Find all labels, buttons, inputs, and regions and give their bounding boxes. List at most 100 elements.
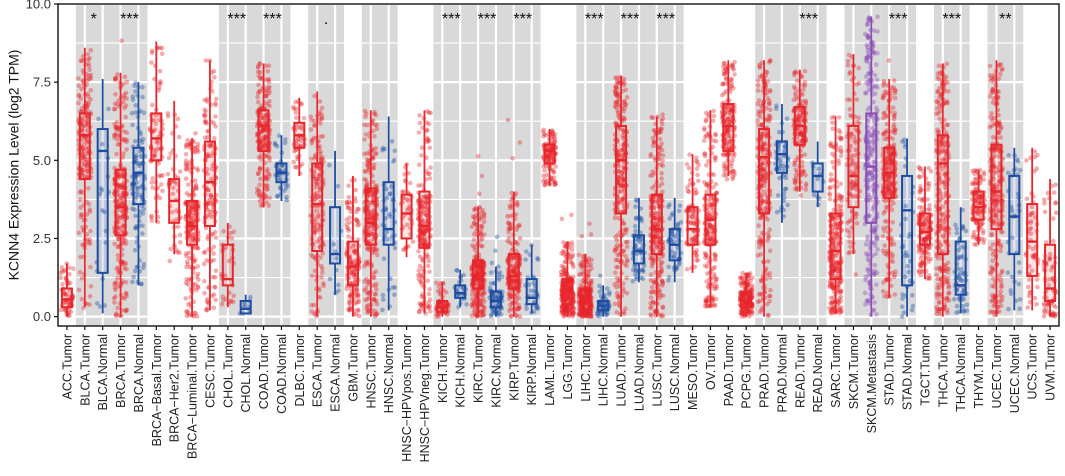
sample-point	[76, 101, 81, 106]
sample-point	[625, 245, 630, 250]
sample-point	[266, 69, 271, 74]
sample-point	[96, 117, 101, 122]
sample-point	[489, 270, 494, 275]
sample-point	[150, 185, 155, 190]
sample-point	[231, 294, 236, 299]
sample-point	[318, 144, 323, 149]
sample-point	[712, 172, 717, 177]
sample-point	[614, 258, 619, 263]
sample-point	[523, 257, 528, 262]
sample-point	[213, 298, 218, 303]
sample-point	[417, 162, 422, 167]
sample-point	[203, 120, 208, 125]
sample-point	[570, 240, 575, 245]
sample-point	[704, 118, 709, 123]
sample-point	[87, 68, 92, 73]
sample-point	[652, 281, 657, 286]
sample-point	[542, 132, 547, 137]
sample-point	[79, 87, 84, 92]
sample-point	[365, 310, 370, 315]
sample-point	[496, 275, 501, 280]
sample-point	[411, 240, 416, 245]
sample-point	[77, 231, 82, 236]
sample-point	[336, 289, 341, 294]
sample-point	[634, 268, 639, 273]
sample-point	[186, 302, 191, 307]
sample-point	[427, 259, 432, 264]
sample-point	[130, 280, 135, 285]
sample-point	[265, 102, 270, 107]
sample-point	[112, 133, 117, 138]
sample-point	[454, 268, 459, 273]
sample-point	[678, 203, 683, 208]
sample-point	[622, 249, 627, 254]
sample-point	[595, 314, 600, 319]
sample-point	[372, 112, 377, 117]
sample-point	[346, 229, 351, 234]
sample-point	[633, 204, 638, 209]
sample-point	[213, 114, 218, 119]
sample-point	[167, 156, 172, 161]
sample-point	[115, 276, 120, 281]
sample-point	[202, 251, 207, 256]
sample-point	[517, 223, 522, 228]
sample-point	[184, 277, 189, 282]
sample-point	[355, 287, 360, 292]
sample-point	[417, 268, 422, 273]
sample-point	[720, 93, 725, 98]
sample-point	[78, 255, 83, 260]
sample-point	[98, 304, 103, 309]
sample-point	[178, 169, 183, 174]
sample-point	[293, 100, 298, 105]
sample-point	[482, 212, 487, 217]
sample-point	[667, 216, 672, 221]
sample-point	[493, 248, 498, 253]
sample-point	[87, 56, 92, 61]
sample-point	[291, 160, 296, 165]
sample-point	[133, 139, 138, 144]
sample-point	[258, 166, 263, 171]
sample-point	[418, 121, 423, 126]
sample-point	[353, 188, 358, 193]
sample-point	[283, 141, 288, 146]
sample-point	[320, 106, 325, 111]
sample-point	[694, 155, 699, 160]
sample-point	[133, 269, 138, 274]
sample-point	[186, 182, 191, 187]
sample-point	[607, 290, 612, 295]
sample-point	[125, 307, 130, 312]
sample-point	[113, 286, 118, 291]
sample-point	[149, 215, 154, 220]
sample-point	[320, 116, 325, 121]
sample-point	[149, 180, 154, 185]
sample-point	[77, 288, 82, 293]
sample-point	[641, 276, 646, 281]
sample-point	[114, 311, 119, 316]
sample-point	[183, 296, 188, 301]
sample-point	[133, 89, 138, 94]
sample-point	[160, 189, 165, 194]
sample-point	[88, 210, 93, 215]
sample-point	[563, 260, 568, 265]
sample-point	[587, 222, 592, 227]
sample-point	[89, 284, 94, 289]
sample-point	[380, 148, 385, 153]
sample-point	[365, 304, 370, 309]
sample-point	[347, 200, 352, 205]
sample-point	[506, 118, 511, 123]
sample-point	[256, 83, 261, 88]
sample-point	[149, 60, 154, 65]
sample-point	[373, 123, 378, 128]
sample-point	[472, 245, 477, 250]
sample-point	[160, 46, 165, 51]
sample-point	[122, 106, 127, 111]
sample-point	[284, 198, 289, 203]
sample-point	[722, 164, 727, 169]
sample-point	[693, 191, 698, 196]
sample-point	[648, 173, 653, 178]
sample-point	[327, 163, 332, 168]
sample-point	[310, 274, 315, 279]
sample-point	[202, 262, 207, 267]
sample-point	[580, 234, 585, 239]
sample-point	[256, 73, 261, 78]
